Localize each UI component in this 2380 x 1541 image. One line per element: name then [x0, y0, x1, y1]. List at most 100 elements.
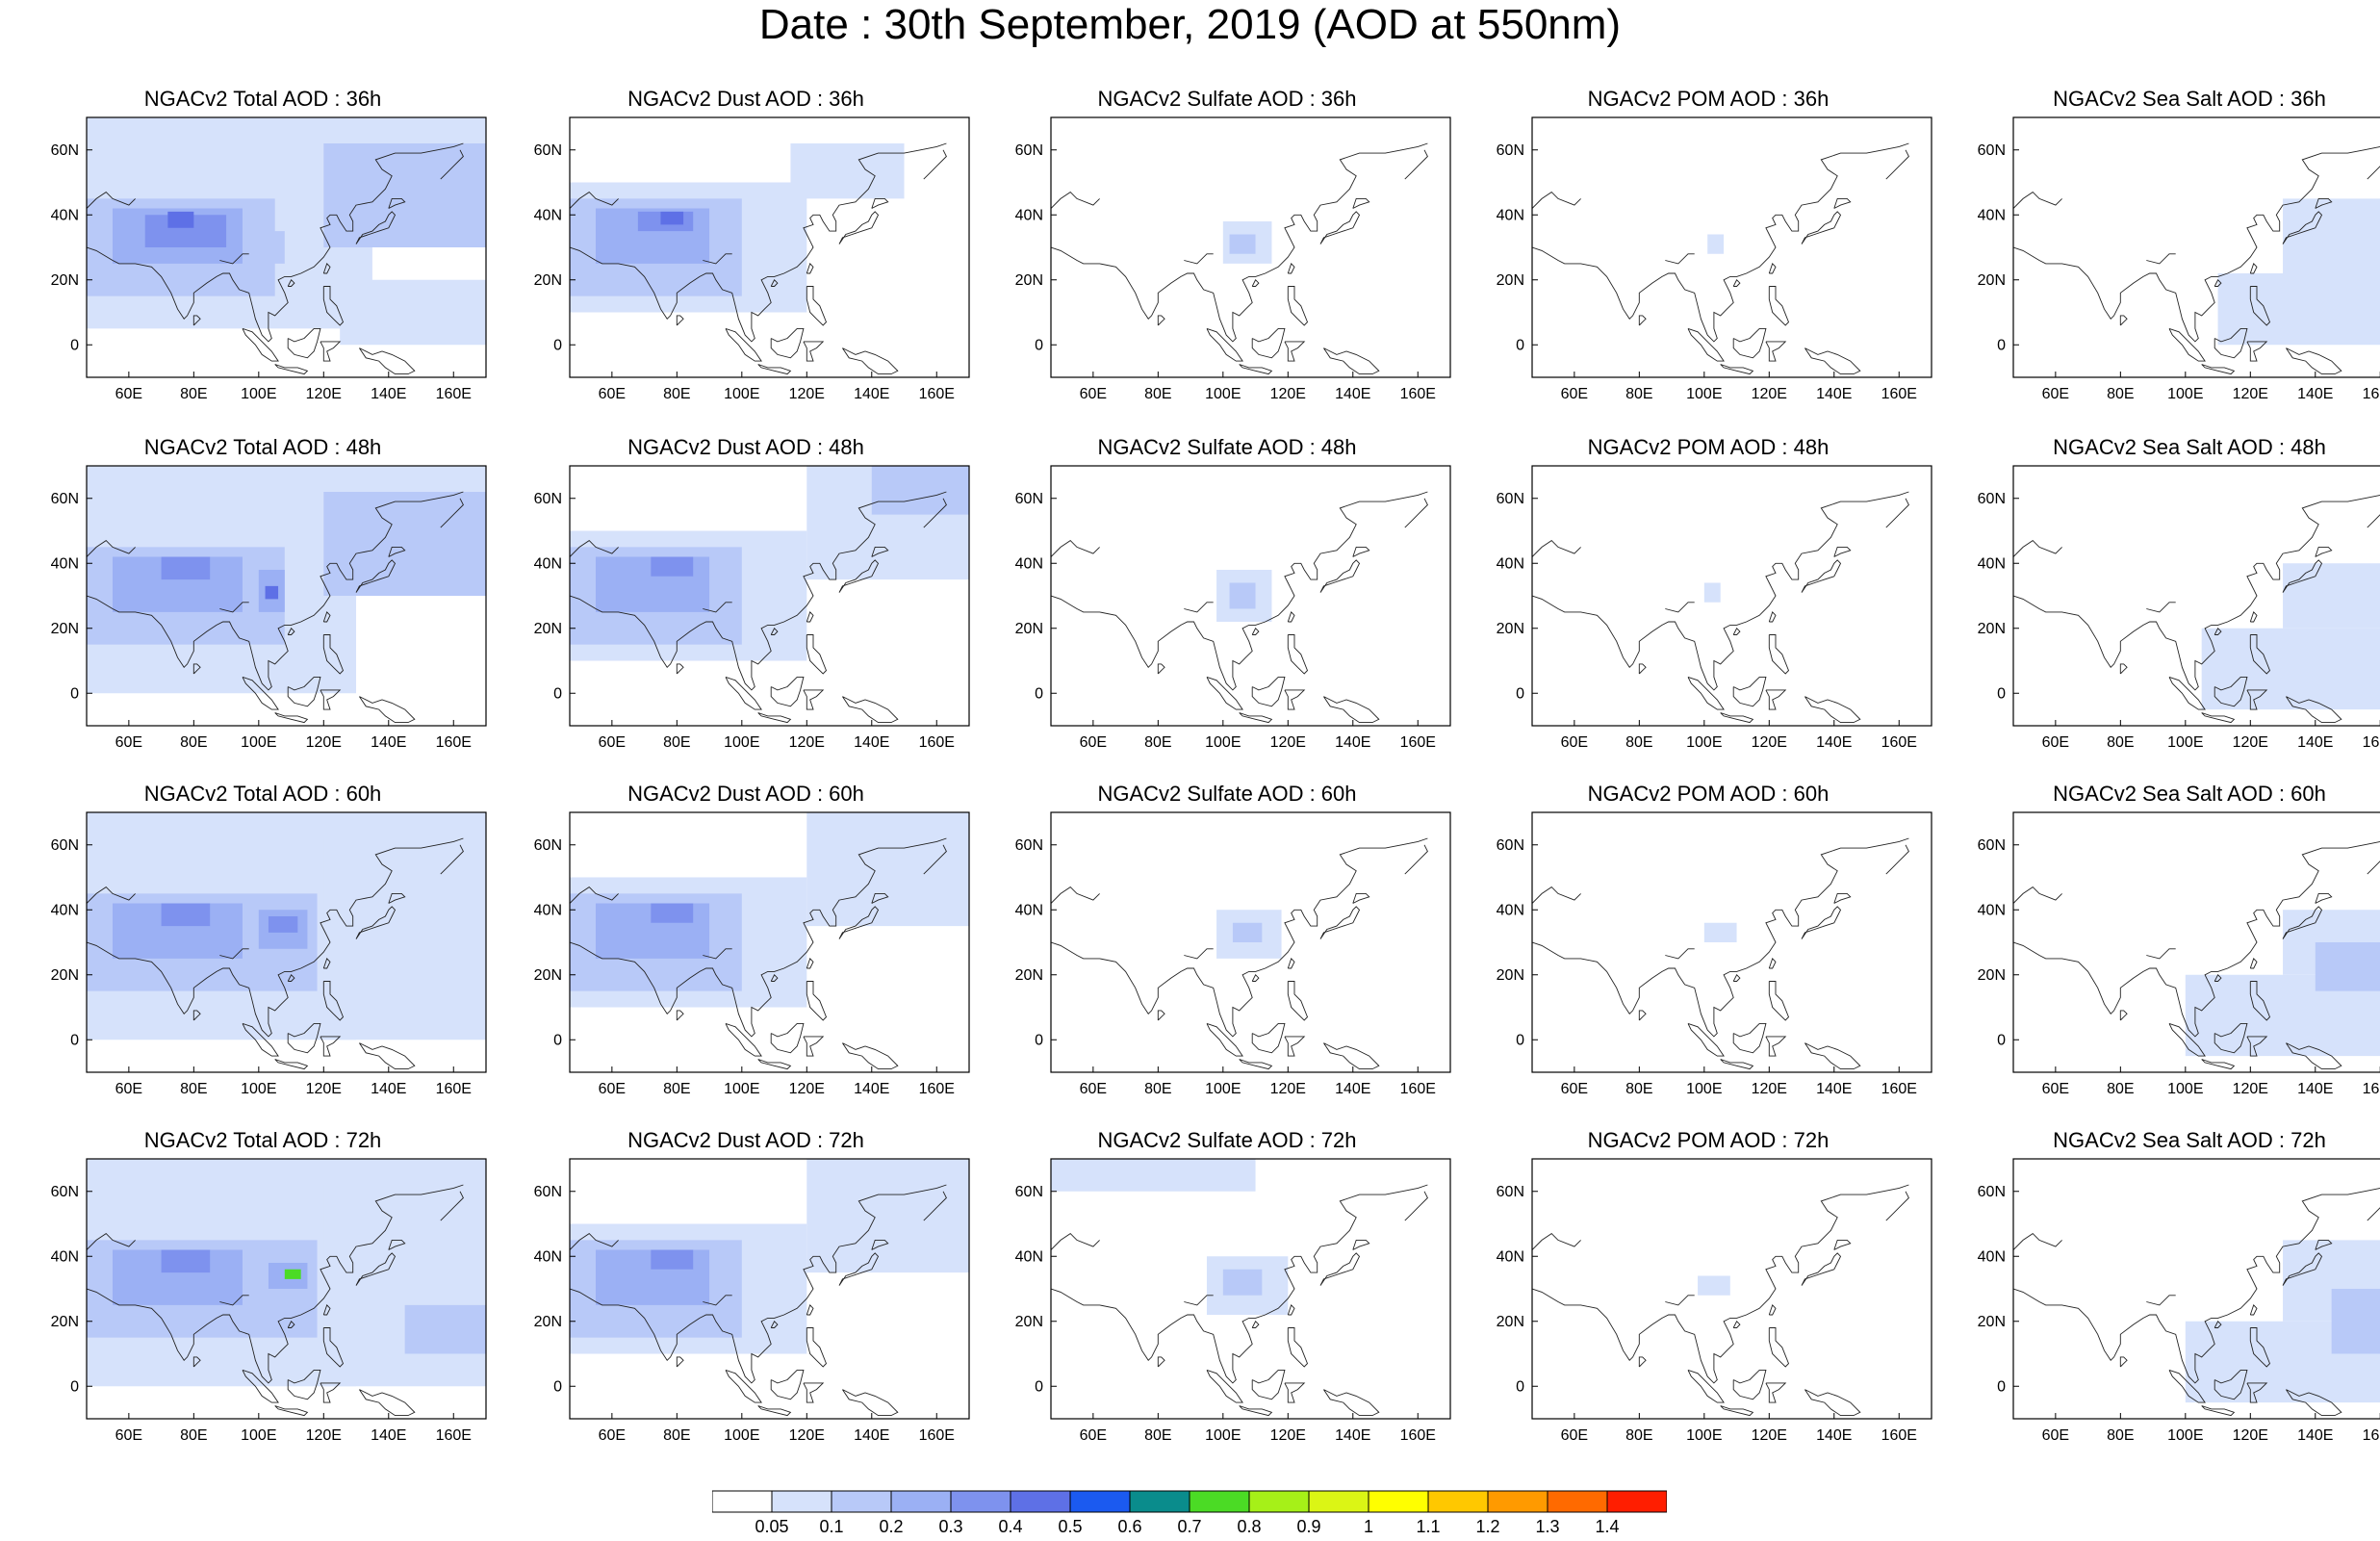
coastline — [242, 676, 279, 710]
x-tick-label: 100E — [2167, 1427, 2203, 1444]
coastline — [1804, 1389, 1861, 1417]
x-tick-label: 120E — [1270, 1427, 1306, 1444]
aod-region — [323, 838, 486, 1040]
y-tick-label: 0 — [1997, 337, 2006, 353]
x-tick-label: 160E — [436, 386, 472, 402]
coastline — [725, 1022, 762, 1057]
coastline — [1768, 1327, 1790, 1368]
coastline — [1801, 906, 1842, 939]
x-tick-label: 120E — [306, 386, 342, 402]
y-tick-label: 40N — [1497, 1248, 1524, 1265]
coastline — [676, 663, 684, 675]
main-title: Date : 30th September, 2019 (AOD at 550n… — [758, 1, 1622, 48]
y-tick-label: 20N — [1015, 621, 1043, 637]
coastline — [806, 981, 828, 1021]
coastline — [1638, 1356, 1647, 1368]
y-tick-label: 0 — [553, 1378, 562, 1395]
map-frame — [86, 465, 487, 727]
panel-title: NGACv2 Sea Salt AOD : 72h — [2053, 1128, 2326, 1152]
panel-title: NGACv2 Dust AOD : 60h — [627, 782, 864, 806]
x-tick-label: 60E — [1080, 1081, 1107, 1097]
map-background — [1532, 117, 1932, 377]
y-tick-label: 60N — [1497, 142, 1524, 159]
coastline — [725, 1369, 762, 1403]
panel-title: NGACv2 Sulfate AOD : 36h — [1097, 87, 1357, 111]
x-tick-label: 60E — [2042, 734, 2069, 751]
x-tick-label: 80E — [180, 386, 207, 402]
x-tick-label: 100E — [1686, 1081, 1722, 1097]
y-tick-label: 0 — [70, 1032, 79, 1048]
x-tick-label: 140E — [371, 734, 406, 751]
coastline — [1532, 142, 1909, 343]
y-tick-label: 0 — [1035, 685, 1043, 702]
aod-map: 60E 80E 100E 120E 140E 160E 0 20N 40N 60N — [1978, 1158, 2380, 1444]
colorbar-swatch — [950, 1490, 1011, 1513]
y-tick-label: 0 — [1035, 1378, 1043, 1395]
y-tick-label: 40N — [534, 207, 562, 223]
map-frame — [1050, 465, 1451, 727]
coastline — [2249, 263, 2258, 274]
coastline — [2214, 1022, 2248, 1054]
colorbar-swatch — [1010, 1490, 1071, 1513]
coastline — [570, 540, 619, 557]
coastline — [725, 676, 762, 710]
x-tick-label: 120E — [789, 1427, 825, 1444]
x-tick-label: 60E — [599, 1081, 626, 1097]
coastline — [219, 948, 249, 960]
map-panel-dust-72: NGACv2 Dust AOD : 72h 60E 80E 100E 120E 140E 1… — [520, 1128, 972, 1475]
coastline — [570, 192, 619, 209]
coastline — [1768, 611, 1777, 623]
x-tick-label: 60E — [1561, 1427, 1588, 1444]
aod-map: 60E 80E 100E 120E 140E 160E 0 20N 40N 60N — [1497, 116, 1932, 402]
coastline — [725, 327, 762, 362]
coastline — [1251, 1321, 1260, 1328]
coastline — [1157, 663, 1165, 675]
aod-region — [2217, 273, 2380, 346]
coastline — [192, 1356, 201, 1368]
x-tick-label: 140E — [2297, 386, 2333, 402]
coastline — [2286, 696, 2342, 724]
coastline — [1287, 1304, 1295, 1316]
aod-map: 60E 80E 100E 120E 140E 160E 0 20N 40N 60N — [534, 116, 970, 402]
x-tick-label: 160E — [1881, 734, 1917, 751]
coastline — [1804, 1042, 1861, 1070]
coastline — [703, 602, 732, 613]
coastline — [770, 974, 779, 982]
x-tick-label: 80E — [2107, 734, 2134, 751]
colorbar-swatch — [1308, 1490, 1369, 1513]
aod-map: 60E 80E 100E 120E 140E 160E 0 20N 40N 60N — [1497, 465, 1932, 751]
coastline — [322, 611, 331, 623]
x-tick-label: 80E — [1625, 386, 1652, 402]
y-tick-label: 60N — [1497, 837, 1524, 854]
coastline — [2013, 1188, 2380, 1384]
coastline — [757, 1405, 792, 1417]
x-tick-label: 60E — [1561, 734, 1588, 751]
coastline — [355, 559, 397, 593]
coastline — [1206, 327, 1243, 362]
aod-map: 60E 80E 100E 120E 140E 160E 0 20N 40N 60N — [1015, 116, 1451, 402]
coastline — [1732, 279, 1741, 287]
y-tick-label: 20N — [534, 1314, 562, 1330]
map-panel-seasalt-48: NGACv2 Sea Salt AOD : 48h 60E 80E 100E 120E 1… — [1963, 435, 2380, 782]
x-tick-label: 160E — [1881, 386, 1917, 402]
coastline — [923, 844, 947, 875]
panel-title: NGACv2 Sea Salt AOD : 48h — [2053, 435, 2326, 459]
coastline — [440, 844, 464, 875]
coastline — [359, 1042, 416, 1070]
map-panel-seasalt-36: NGACv2 Sea Salt AOD : 36h 60E 80E 100E 120E 1… — [1963, 87, 2380, 433]
x-tick-label: 80E — [1144, 1081, 1171, 1097]
coastline — [1157, 1356, 1165, 1368]
coastline — [1251, 279, 1260, 287]
coastline — [2201, 364, 2236, 375]
y-tick-label: 40N — [51, 555, 79, 572]
y-tick-label: 20N — [1015, 1314, 1043, 1330]
y-tick-label: 0 — [1516, 337, 1524, 353]
coastline — [1323, 347, 1380, 375]
coastline — [287, 327, 321, 359]
coastline — [1319, 906, 1361, 939]
coastline — [703, 253, 732, 265]
coastline — [1665, 253, 1695, 265]
x-tick-label: 60E — [599, 734, 626, 751]
coastline — [320, 1382, 342, 1403]
y-tick-label: 60N — [1978, 491, 2006, 507]
